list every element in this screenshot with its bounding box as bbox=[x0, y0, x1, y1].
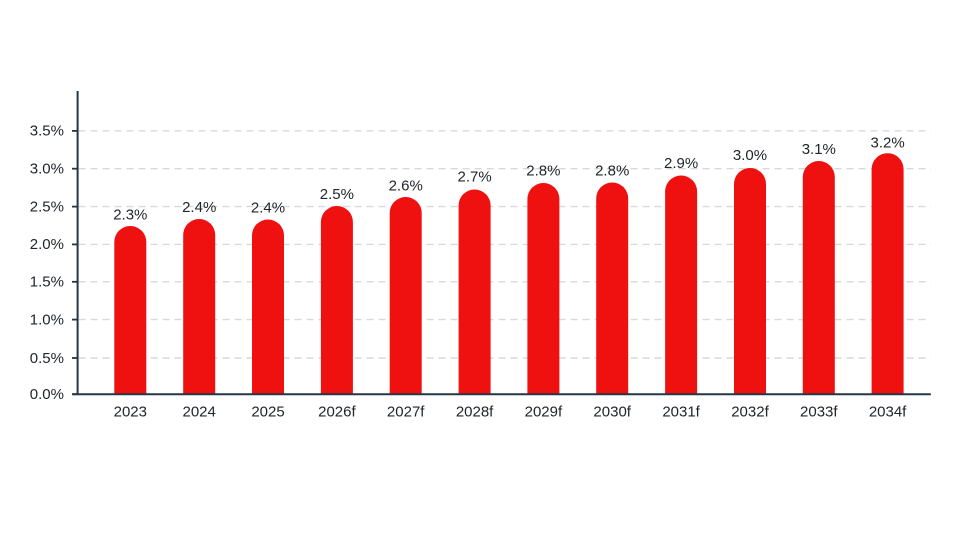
svg-text:2.6%: 2.6% bbox=[389, 177, 423, 194]
svg-text:3.0%: 3.0% bbox=[30, 161, 64, 178]
svg-text:3.2%: 3.2% bbox=[870, 135, 904, 152]
svg-text:2.8%: 2.8% bbox=[595, 163, 629, 180]
svg-text:2023: 2023 bbox=[114, 404, 147, 421]
svg-text:2.5%: 2.5% bbox=[320, 186, 354, 203]
svg-text:2032f: 2032f bbox=[731, 404, 769, 421]
svg-text:2026f: 2026f bbox=[318, 404, 356, 421]
svg-text:2.7%: 2.7% bbox=[457, 169, 491, 186]
svg-text:2.4%: 2.4% bbox=[251, 199, 285, 216]
svg-text:2025: 2025 bbox=[251, 404, 284, 421]
svg-text:3.1%: 3.1% bbox=[802, 141, 836, 158]
svg-text:2.8%: 2.8% bbox=[526, 163, 560, 180]
svg-text:1.5%: 1.5% bbox=[30, 274, 64, 291]
svg-text:2.9%: 2.9% bbox=[664, 155, 698, 172]
svg-text:2027f: 2027f bbox=[387, 404, 425, 421]
svg-text:2029f: 2029f bbox=[525, 404, 563, 421]
svg-text:2028f: 2028f bbox=[456, 404, 494, 421]
svg-text:3.5%: 3.5% bbox=[30, 123, 64, 140]
svg-text:2.4%: 2.4% bbox=[182, 199, 216, 216]
svg-text:2.0%: 2.0% bbox=[30, 236, 64, 253]
svg-text:0.5%: 0.5% bbox=[30, 350, 64, 367]
svg-text:2034f: 2034f bbox=[869, 404, 907, 421]
svg-text:1.0%: 1.0% bbox=[30, 311, 64, 328]
svg-text:2.3%: 2.3% bbox=[113, 206, 147, 223]
svg-text:2024: 2024 bbox=[183, 404, 216, 421]
svg-text:3.0%: 3.0% bbox=[733, 147, 767, 164]
svg-text:2.5%: 2.5% bbox=[30, 198, 64, 215]
svg-text:0.0%: 0.0% bbox=[30, 386, 64, 403]
svg-text:2031f: 2031f bbox=[662, 404, 700, 421]
svg-text:2033f: 2033f bbox=[800, 404, 838, 421]
svg-text:2030f: 2030f bbox=[593, 404, 631, 421]
